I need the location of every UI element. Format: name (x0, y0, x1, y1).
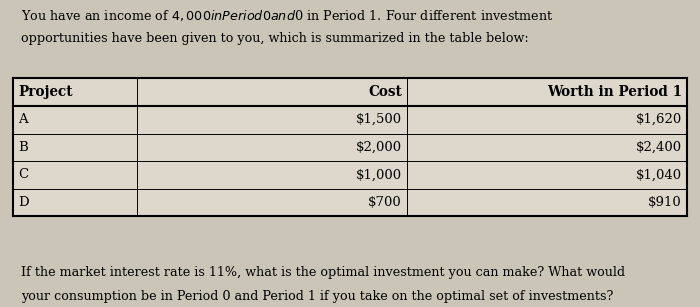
Text: You have an income of $4,000 in Period 0 and $0 in Period 1. Four different inve: You have an income of $4,000 in Period 0… (21, 8, 554, 23)
Text: $1,040: $1,040 (636, 169, 682, 181)
Text: $1,000: $1,000 (356, 169, 402, 181)
Text: Cost: Cost (368, 85, 402, 99)
Text: A: A (18, 113, 28, 126)
Text: If the market interest rate is 11%, what is the optimal investment you can make?: If the market interest rate is 11%, what… (21, 266, 625, 278)
Text: $1,500: $1,500 (356, 113, 402, 126)
Text: opportunities have been given to you, which is summarized in the table below:: opportunities have been given to you, wh… (21, 32, 528, 45)
Text: C: C (18, 169, 28, 181)
Text: $700: $700 (368, 196, 402, 209)
Text: Worth in Period 1: Worth in Period 1 (547, 85, 682, 99)
Text: $910: $910 (648, 196, 682, 209)
Text: $1,620: $1,620 (636, 113, 682, 126)
Text: $2,000: $2,000 (356, 141, 402, 154)
Text: D: D (18, 196, 29, 209)
Text: $2,400: $2,400 (636, 141, 682, 154)
Text: Project: Project (18, 85, 73, 99)
Text: B: B (18, 141, 28, 154)
Text: your consumption be in Period 0 and Period 1 if you take on the optimal set of i: your consumption be in Period 0 and Peri… (21, 290, 613, 303)
